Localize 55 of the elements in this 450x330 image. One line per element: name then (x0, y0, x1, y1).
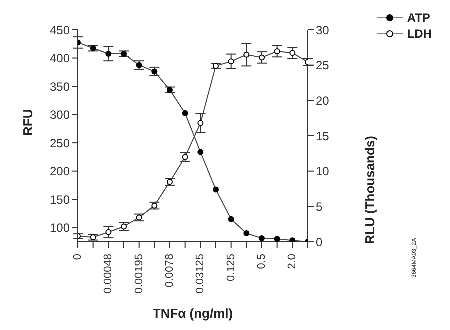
y-tick-label: 200 (50, 164, 70, 179)
legend-label: ATP (407, 11, 430, 25)
x-tick-label: 0.03125 (194, 254, 207, 294)
point (244, 52, 250, 58)
y2-tick-label: 20 (316, 94, 330, 108)
point (167, 179, 173, 186)
y2-axis-title: RLU (Thousands) (362, 136, 378, 244)
point (228, 216, 234, 222)
legend-label: LDH (407, 27, 432, 41)
point (182, 154, 188, 160)
x-tick-label: 0.00048 (102, 254, 115, 294)
point (152, 68, 158, 75)
point (136, 62, 142, 68)
y2-tick-label: 10 (316, 164, 330, 179)
point (121, 224, 127, 230)
x-tick-label: 0.125 (225, 254, 238, 282)
y2-tick-label: 30 (316, 23, 330, 38)
point (290, 50, 296, 56)
point (213, 186, 219, 193)
point (121, 51, 127, 58)
x-tick-label: 2.0 (286, 254, 299, 270)
point (106, 229, 112, 236)
point (106, 51, 112, 58)
point (136, 214, 142, 221)
y2-tick-label: 0 (316, 235, 323, 250)
x-tick-label: 0.00195 (133, 254, 146, 294)
x-tick-label: 0.0078 (164, 254, 176, 288)
y-tick-label: 350 (50, 80, 70, 94)
point (228, 58, 234, 65)
y-tick-label: 400 (50, 52, 70, 66)
y-tick-label: 300 (50, 108, 70, 122)
point (274, 48, 280, 54)
point (198, 120, 204, 126)
point (90, 45, 96, 52)
point (259, 235, 265, 242)
point (274, 236, 280, 242)
y2-tick-label: 15 (316, 129, 330, 144)
y-tick-label: 100 (50, 221, 70, 236)
y-tick-label: 450 (50, 23, 70, 38)
point (213, 63, 219, 70)
y-axis-title: RFU (20, 109, 36, 136)
point (90, 234, 96, 240)
point (167, 87, 173, 94)
x-tick-label: 0 (72, 254, 84, 260)
point (244, 230, 250, 237)
y-tick-label: 250 (50, 136, 70, 150)
point (182, 110, 188, 116)
x-axis-title: TNFα (ng/ml) (152, 306, 234, 321)
x-tick-label: 0.5 (256, 254, 268, 270)
y2-tick-label: 25 (316, 58, 330, 73)
y2-tick-label: 5 (316, 200, 323, 214)
point (259, 54, 265, 61)
y-tick-label: 150 (50, 192, 70, 207)
point (152, 202, 158, 209)
point (198, 149, 204, 156)
